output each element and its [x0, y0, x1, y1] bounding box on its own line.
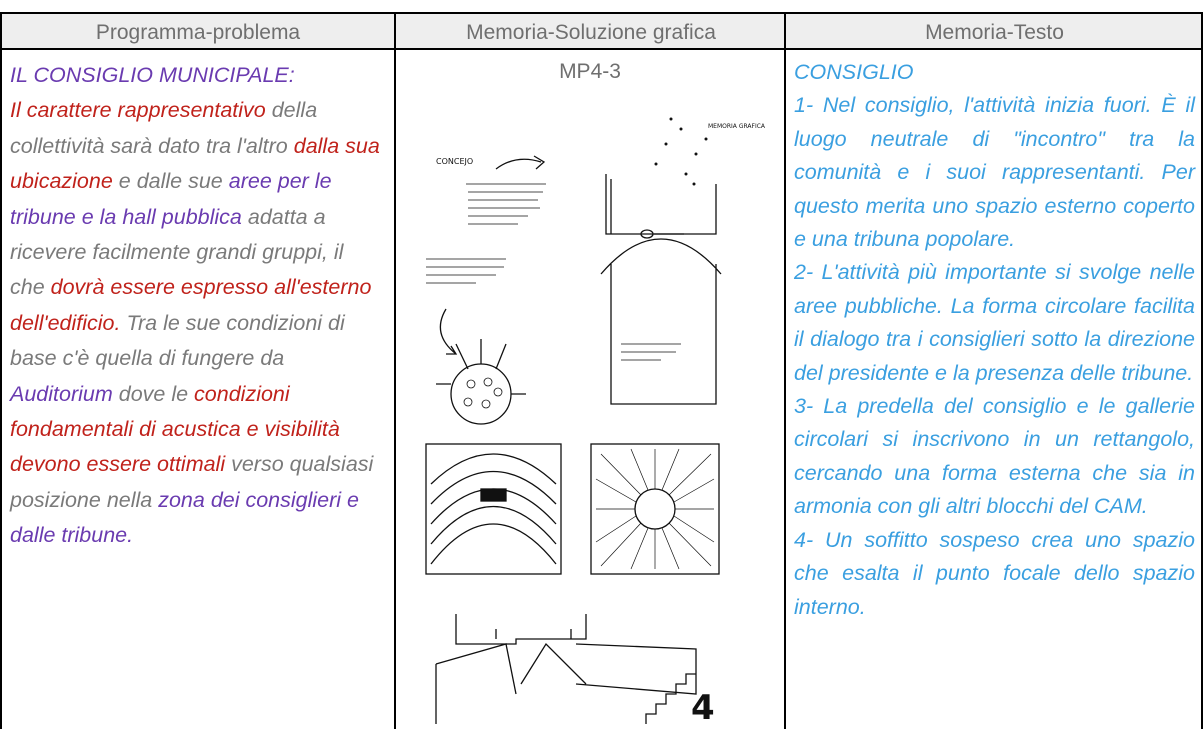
text-run: e dalle sue	[112, 169, 229, 194]
text-run: Il carattere rappresentativo	[10, 98, 266, 123]
border	[784, 12, 786, 729]
text-run: zona dei consiglieri e dalle tribune.	[10, 487, 360, 548]
cell-title: MP4-3	[559, 60, 621, 83]
paragraph: 4- Un soffitto sospeso crea uno spazio c…	[794, 527, 1195, 619]
header-cell: Memoria-Soluzione grafica	[396, 12, 786, 50]
paragraph: 1- Nel consiglio, l'attività inizia fuor…	[794, 93, 1195, 252]
text-cell: CONSIGLIO 1- Nel consiglio, l'attività in…	[786, 50, 1203, 729]
header-cell: Programma-problema	[0, 12, 396, 50]
sketch-label: CONCEJO	[436, 157, 473, 166]
text-run: Tra le sue condizioni di base c'è quella…	[10, 310, 345, 371]
border	[394, 12, 396, 729]
text-run: dalla sua ubicazione	[10, 133, 380, 194]
text-run: adatta a ricevere facilmente grandi grup…	[10, 204, 344, 300]
text-run: Auditorium	[10, 381, 113, 406]
cell-text: Il carattere rappresentativo della colle…	[10, 93, 380, 553]
text-run: dove le	[112, 381, 195, 406]
cell-title: IL CONSIGLIO MUNICIPALE:	[10, 63, 295, 87]
paragraph: 3- La predella del consiglio e le galler…	[794, 394, 1195, 519]
text-run: verso qualsiasi posizione nella	[10, 452, 374, 512]
text-run: della collettività sarà dato tra l'altro	[10, 98, 318, 158]
header-cell: Memoria-Testo	[786, 12, 1203, 50]
text-run: dovrà essere espresso all'esterno dell'e…	[10, 275, 372, 335]
problem-cell: IL CONSIGLIO MUNICIPALE: Il carattere ra…	[2, 50, 394, 729]
text-run: condizioni fondamentali di acustica e vi…	[10, 381, 340, 477]
border	[0, 12, 2, 729]
border	[1201, 12, 1203, 729]
text-run: aree per le tribune e la hall pubblica	[10, 169, 332, 229]
sketch-label: 4	[691, 688, 715, 724]
paragraph: CONSIGLIO	[794, 60, 914, 84]
sketch: CONCEJO MEMORIA GRAFICA	[425, 117, 766, 728]
paragraph: 2- L'attività più importante si svolge n…	[794, 260, 1195, 385]
sketch-cell: MP4-3 CONCEJO MEMORIA GRAFICA	[396, 50, 784, 729]
sketch-label: MEMORIA GRAFICA	[708, 123, 766, 130]
